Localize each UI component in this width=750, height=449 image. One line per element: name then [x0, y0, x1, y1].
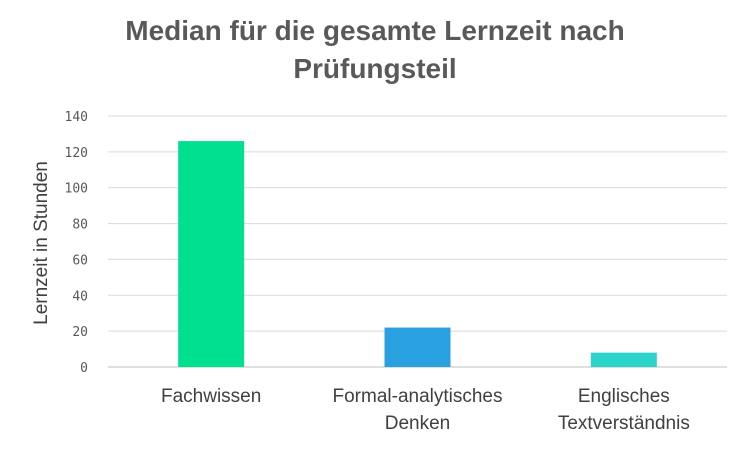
y-tick-label: 60	[72, 253, 88, 268]
x-category-label-line: Denken	[385, 413, 451, 434]
bar	[384, 327, 451, 367]
chart-title-line-1: Median für die gesamte Lernzeit nach	[125, 15, 625, 46]
y-axis-ticks: 0 20 40 60 80 100 120 140	[65, 110, 88, 376]
bars	[178, 141, 657, 367]
x-category-label-line: Fachwissen	[161, 386, 261, 407]
y-tick-label: 80	[72, 218, 88, 233]
x-axis-categories: Fachwissen Formal-analytisches Denken Engli…	[161, 386, 690, 434]
x-category-label-line: Formal-analytisches	[333, 386, 503, 407]
x-category-label-line: Englisches	[578, 386, 670, 407]
x-category-label-line: Textverständnis	[558, 413, 690, 434]
chart-title: Median für die gesamte Lernzeit nach Prü…	[0, 12, 750, 88]
chart-title-line-2: Prüfungsteil	[293, 53, 457, 84]
bar	[590, 352, 657, 367]
y-tick-label: 140	[65, 110, 88, 125]
y-tick-label: 20	[72, 325, 88, 340]
x-category-label: Englisches Textverständnis	[558, 386, 690, 434]
bar	[178, 141, 245, 367]
x-category-label: Formal-analytisches Denken	[333, 386, 503, 434]
y-tick-label: 120	[65, 146, 88, 161]
y-tick-label: 100	[65, 182, 88, 197]
y-axis-label: Lernzeit in Stunden	[31, 161, 52, 325]
y-tick-label: 40	[72, 289, 88, 304]
x-category-label: Fachwissen	[161, 386, 261, 407]
y-tick-label: 0	[80, 361, 88, 376]
